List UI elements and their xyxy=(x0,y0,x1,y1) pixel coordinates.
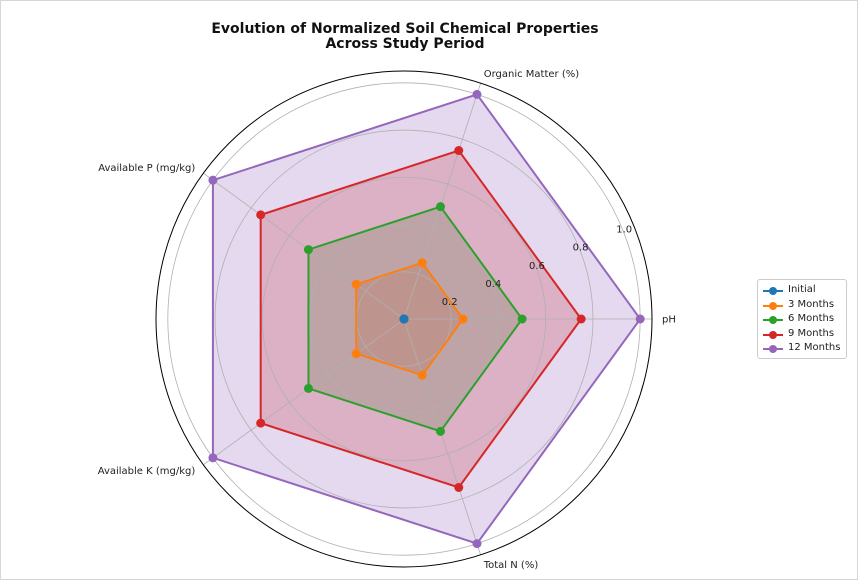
legend-label-0: Initial xyxy=(788,284,816,295)
chart-title-line-1: Evolution of Normalized Soil Chemical Pr… xyxy=(211,21,599,37)
polar-frame xyxy=(155,70,653,568)
series-line-4 xyxy=(211,93,641,545)
chart-title: Evolution of Normalized Soil Chemical Pr… xyxy=(0,22,810,52)
axis-labels: 0.2 0.4 0.6 0.8 1.0 pH Organic Matter (%) Avail… xyxy=(98,69,676,571)
series-4-point-3 xyxy=(208,453,218,463)
legend-label-4: 12 Months xyxy=(788,342,841,353)
series-4-point-0 xyxy=(635,314,645,324)
legend-entry-0: Initial xyxy=(758,283,846,298)
radial-tick-label-1: 0.4 xyxy=(485,279,501,290)
radial-tick-label-3: 0.8 xyxy=(573,243,589,254)
category-label-3: Available K (mg/kg) xyxy=(98,466,196,477)
chart-title-line-2: Across Study Period xyxy=(325,36,485,52)
series-line-1 xyxy=(355,261,464,377)
radial-tick-label-2: 0.6 xyxy=(529,261,545,272)
series-2-point-0 xyxy=(517,314,527,324)
series-1-point-1 xyxy=(417,258,427,268)
legend-marker-0 xyxy=(769,287,777,295)
legend-label-3: 9 Months xyxy=(788,327,835,339)
series-2-point-4 xyxy=(435,426,445,436)
series-2-point-2 xyxy=(303,245,313,255)
series-1-point-2 xyxy=(351,279,361,289)
series-1-point-0 xyxy=(458,314,468,324)
series-3-point-4 xyxy=(454,482,464,492)
legend-marker-1 xyxy=(769,301,777,310)
category-label-1: Organic Matter (%) xyxy=(484,69,580,80)
series-lines xyxy=(208,89,645,549)
category-label-4: Total N (%) xyxy=(483,560,539,571)
series-line-3 xyxy=(259,149,582,489)
spoke-3 xyxy=(203,318,405,466)
radial-tick-label-0: 0.2 xyxy=(442,297,458,308)
legend-marker-2 xyxy=(769,316,777,324)
category-label-2: Available P (mg/kg) xyxy=(98,163,195,174)
legend-marker-4 xyxy=(769,345,777,353)
legend-entry-2: 6 Months xyxy=(758,312,846,327)
series-3-point-0 xyxy=(576,314,586,324)
legend-entry-4: 12 Months xyxy=(758,341,846,356)
legend-label-2: 6 Months xyxy=(788,313,835,324)
series-0-point-4 xyxy=(399,314,409,324)
category-label-0: pH xyxy=(662,315,676,326)
legend-label-1: 3 Months xyxy=(788,298,835,310)
series-3-point-1 xyxy=(454,146,464,156)
legend: Initial 3 Months 6 Months 9 Months 12 Months xyxy=(757,279,847,359)
legend-marker-3 xyxy=(769,330,777,339)
series-2-point-3 xyxy=(303,383,313,393)
series-4-point-2 xyxy=(208,175,218,185)
radial-tick-label-4: 1.0 xyxy=(616,225,632,236)
series-1-point-4 xyxy=(417,370,427,380)
series-3-point-3 xyxy=(256,418,266,428)
series-3-point-2 xyxy=(256,210,266,220)
series-2-point-1 xyxy=(435,202,445,212)
series-line-2 xyxy=(307,205,523,433)
spoke-4 xyxy=(403,318,482,555)
legend-entry-1: 3 Months xyxy=(758,298,846,313)
legend-entry-3: 9 Months xyxy=(758,327,846,342)
series-4-point-1 xyxy=(472,89,482,99)
series-4-point-4 xyxy=(472,539,482,549)
spoke-1 xyxy=(403,83,482,320)
spoke-2 xyxy=(203,172,405,320)
series-1-point-3 xyxy=(351,349,361,359)
